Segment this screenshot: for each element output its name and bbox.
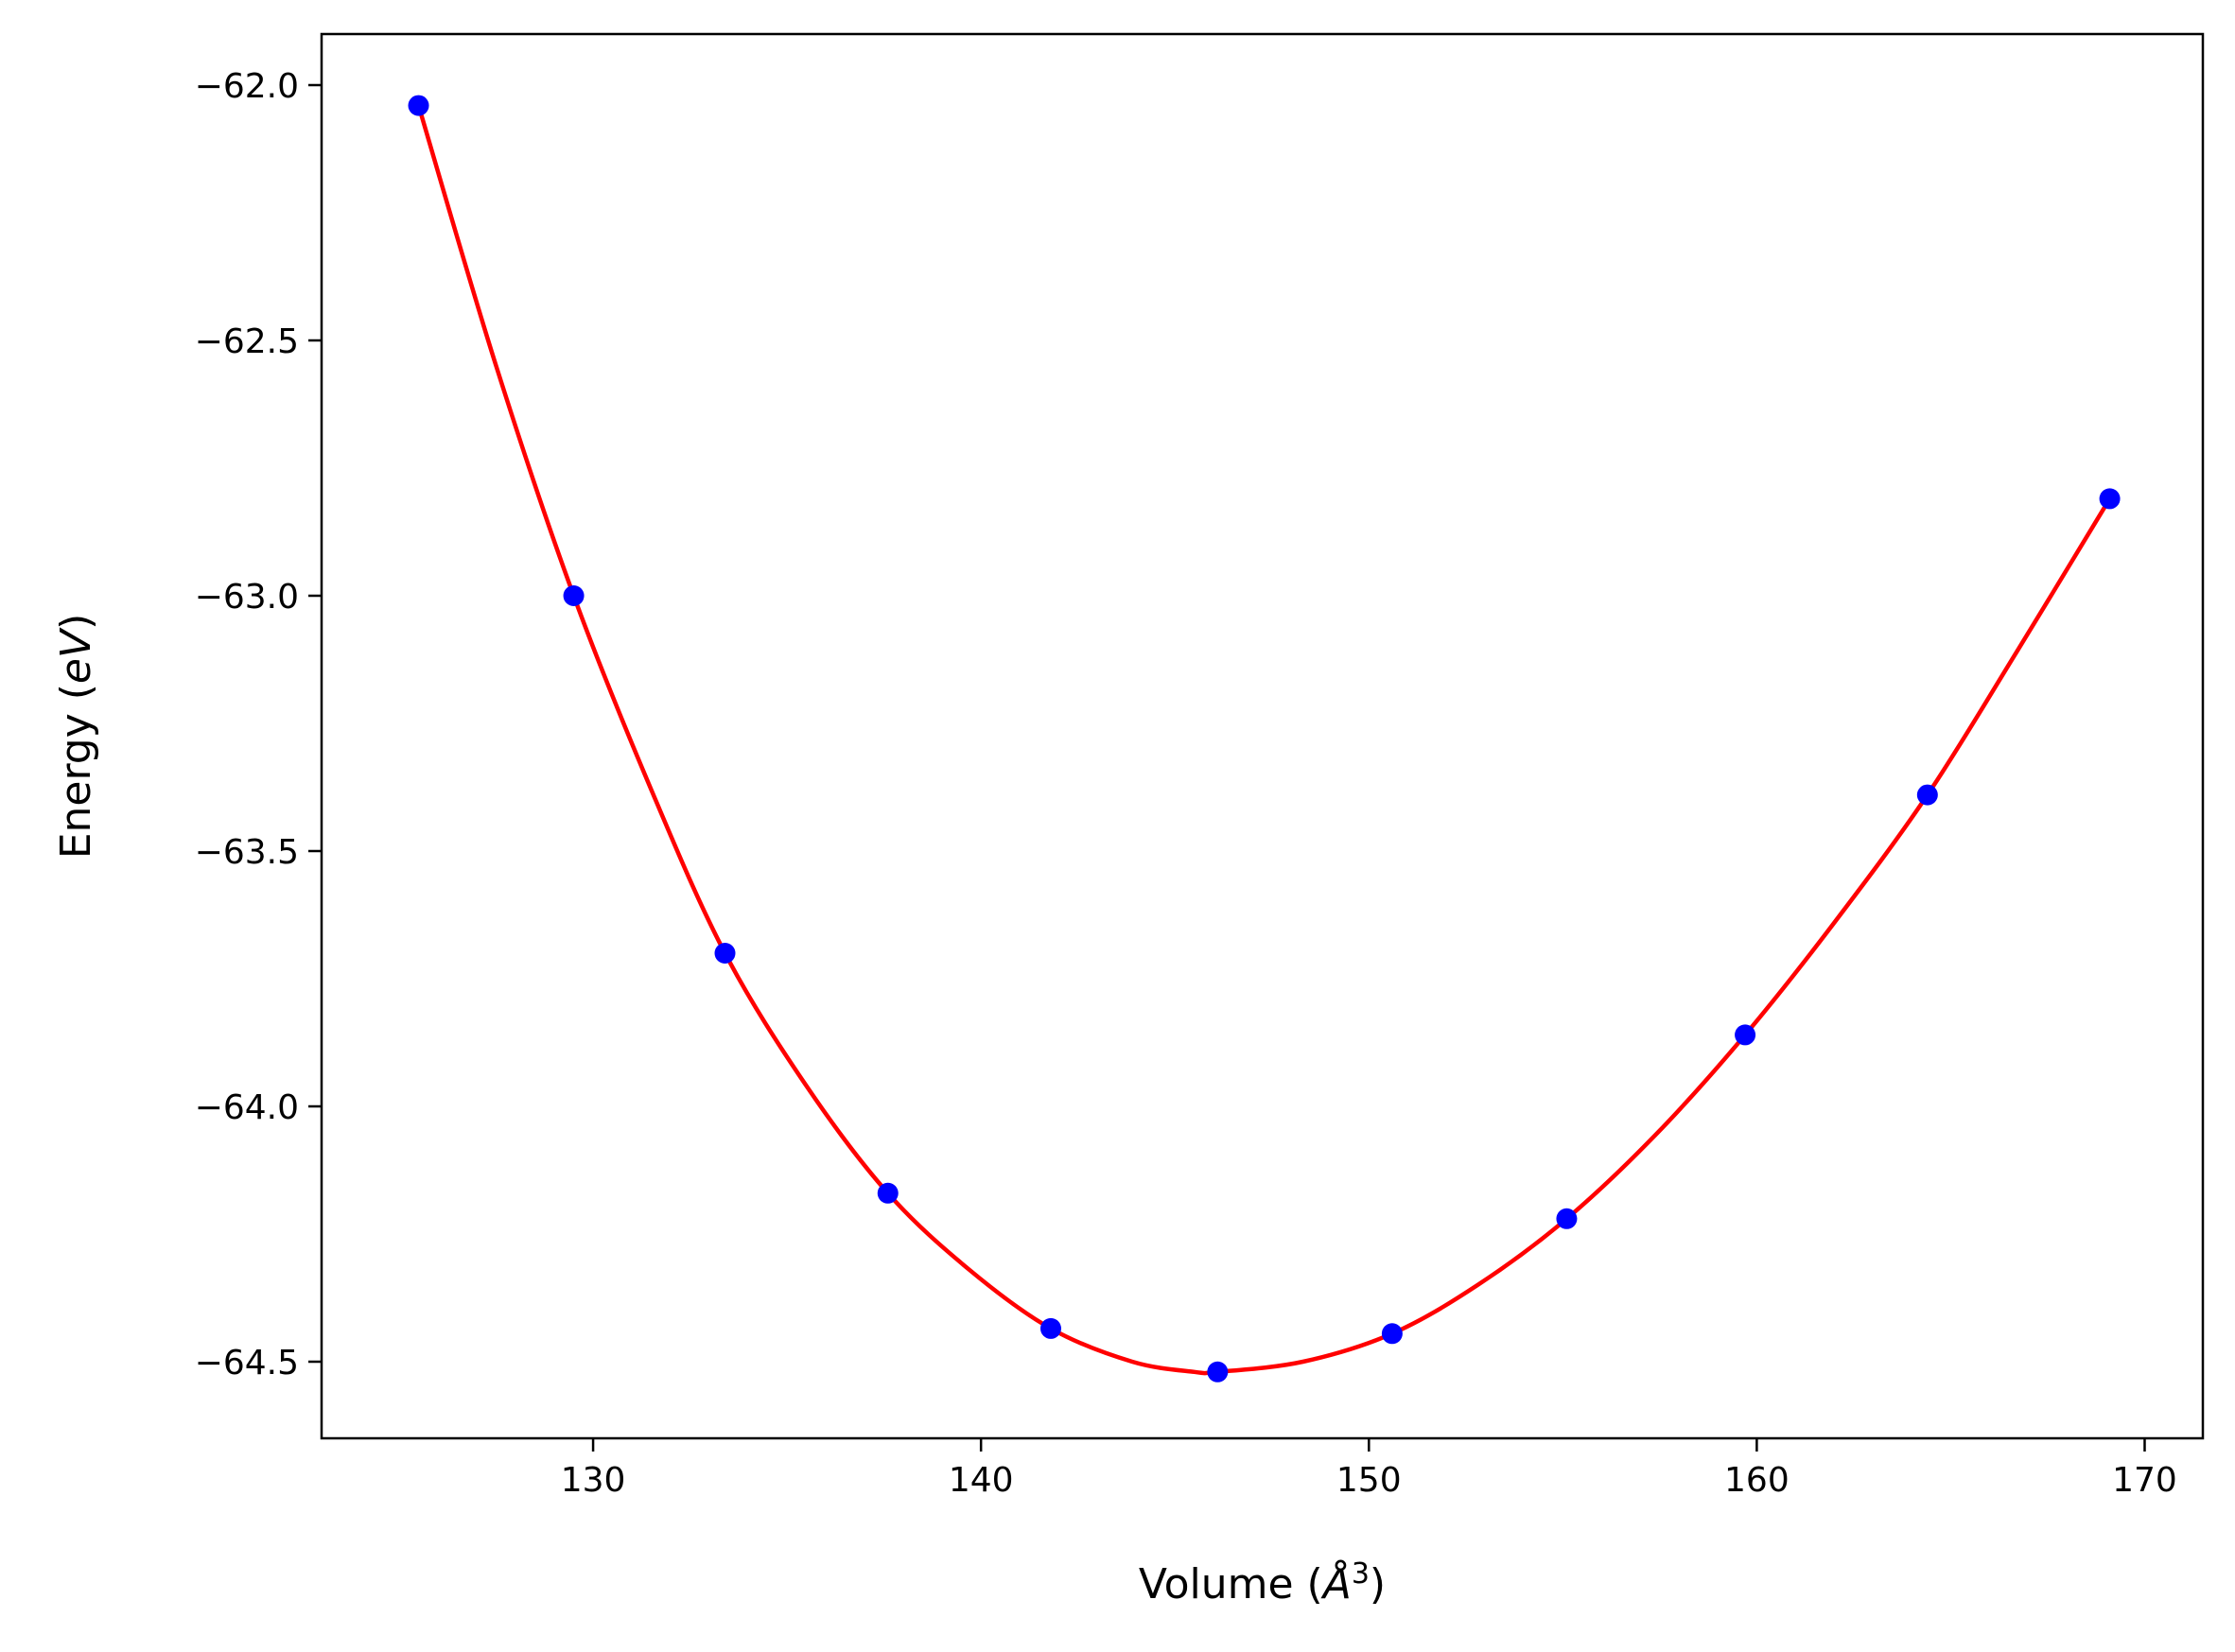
data-point: [1916, 784, 1938, 806]
x-tick-label: 170: [2112, 1461, 2177, 1500]
data-point: [1381, 1323, 1403, 1345]
y-axis-label-prefix: Energy (: [52, 684, 100, 859]
data-point: [1735, 1024, 1756, 1046]
data-point: [1207, 1361, 1229, 1382]
data-point: [563, 585, 585, 606]
x-axis-label: Volume (Å3): [1139, 1557, 1386, 1609]
plot-layer: [408, 95, 2121, 1382]
data-point: [714, 943, 736, 964]
plot-frame: [320, 32, 2205, 1440]
y-tick-label: −64.0: [195, 1088, 299, 1127]
x-tick-label: 150: [1336, 1461, 1402, 1500]
x-axis-label-symbol: Å: [1320, 1558, 1352, 1609]
data-point: [1039, 1317, 1061, 1339]
x-axis-label-exponent: 3: [1352, 1557, 1370, 1591]
y-axis-label: Energy (eV): [52, 614, 100, 860]
data-point: [408, 95, 429, 116]
x-axis-label-suffix: ): [1370, 1560, 1386, 1609]
y-axis-label-unit: eV: [52, 627, 100, 684]
fit-curve-line: [416, 104, 2112, 1376]
y-tick-label: −64.5: [195, 1344, 299, 1382]
data-point: [2099, 488, 2121, 510]
data-point: [1556, 1208, 1578, 1229]
y-axis-label-suffix: ): [52, 614, 100, 630]
y-tick-label: −63.5: [195, 833, 299, 872]
y-tick-label: −62.0: [195, 67, 299, 106]
x-axis-label-prefix: Volume (: [1139, 1560, 1323, 1609]
data-point: [877, 1182, 899, 1204]
y-tick-label: −63.0: [195, 578, 299, 617]
x-tick-label: 140: [949, 1461, 1014, 1500]
axes-layer: 130 140 150 160 170 −62.0 −62.5 −63.0 −63.5 −64.0…: [195, 67, 2177, 1500]
x-tick-label: 160: [1724, 1461, 1790, 1500]
x-tick-label: 130: [561, 1461, 626, 1500]
y-tick-label: −62.5: [195, 322, 299, 361]
